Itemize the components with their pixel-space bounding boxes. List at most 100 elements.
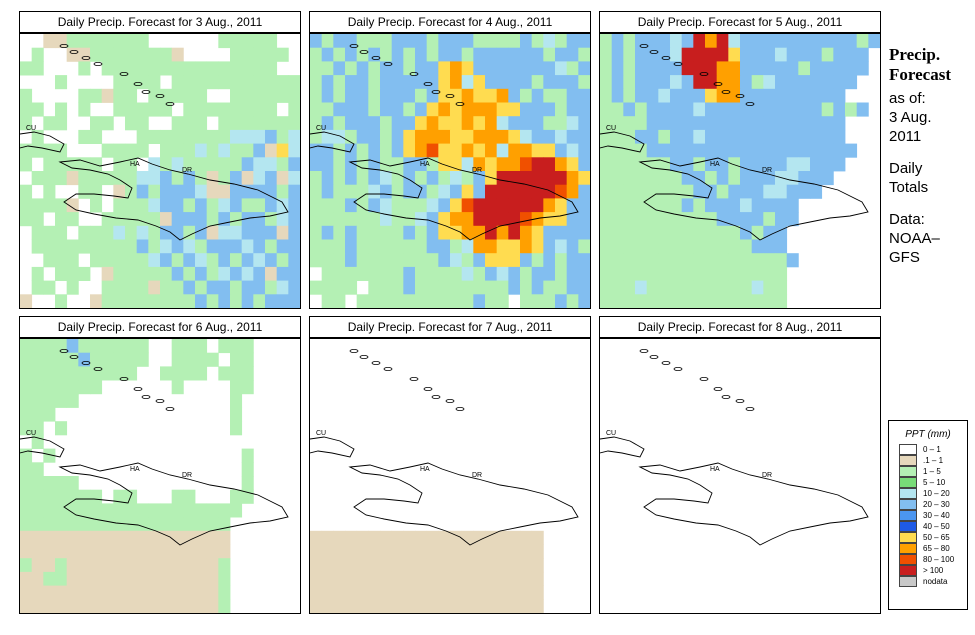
island-outline bbox=[165, 407, 175, 412]
precip-cell bbox=[646, 212, 659, 227]
precip-cell bbox=[20, 599, 33, 613]
precip-cell bbox=[195, 88, 208, 103]
precip-cell bbox=[485, 571, 498, 586]
precip-cell bbox=[716, 143, 729, 158]
precip-cell bbox=[136, 225, 149, 240]
precip-cell bbox=[845, 75, 858, 90]
precip-cell bbox=[43, 225, 56, 240]
precip-cell bbox=[555, 294, 568, 308]
island-outline bbox=[93, 366, 103, 371]
precip-cell bbox=[600, 129, 613, 144]
precip-cell bbox=[426, 143, 439, 158]
precip-cell bbox=[856, 102, 869, 117]
precip-cell bbox=[391, 544, 404, 559]
precip-cell bbox=[810, 143, 823, 158]
precip-cell bbox=[113, 280, 126, 295]
precip-cell bbox=[43, 599, 56, 613]
precip-cell bbox=[55, 544, 68, 559]
legend-item: 40 – 50 bbox=[899, 521, 967, 532]
precip-cell bbox=[66, 517, 79, 532]
precip-cell bbox=[90, 366, 103, 381]
precip-cell bbox=[438, 558, 451, 573]
precip-cell bbox=[195, 544, 208, 559]
precip-cell bbox=[356, 102, 369, 117]
precip-cell bbox=[148, 266, 161, 281]
legend-label: 20 – 30 bbox=[923, 500, 950, 509]
precip-cell bbox=[438, 171, 451, 186]
precip-cell bbox=[740, 143, 753, 158]
precip-cell bbox=[368, 253, 381, 268]
precip-cell bbox=[485, 599, 498, 613]
precip-cell bbox=[101, 571, 114, 586]
precip-cell bbox=[183, 544, 196, 559]
country-label-cuba: CU bbox=[606, 125, 616, 132]
precip-cell bbox=[856, 47, 869, 62]
precip-cell bbox=[635, 239, 648, 254]
precip-cell bbox=[160, 157, 173, 172]
precip-cell bbox=[658, 34, 671, 49]
precip-cell bbox=[600, 116, 613, 131]
precip-cell bbox=[55, 393, 68, 408]
precip-cell bbox=[611, 157, 624, 172]
precip-cell bbox=[658, 116, 671, 131]
precip-cell bbox=[345, 88, 358, 103]
precip-cell bbox=[113, 599, 126, 613]
precip-cell bbox=[485, 61, 498, 76]
precip-cell bbox=[681, 129, 694, 144]
precip-cell bbox=[43, 116, 56, 131]
precip-cell bbox=[321, 116, 334, 131]
precip-cell bbox=[775, 75, 788, 90]
precip-cell bbox=[125, 253, 138, 268]
precip-cell bbox=[125, 571, 138, 586]
precip-cell bbox=[380, 116, 393, 131]
island-outline bbox=[445, 94, 455, 99]
precip-cell bbox=[345, 116, 358, 131]
precip-cell bbox=[461, 157, 474, 172]
precip-cell bbox=[310, 544, 323, 559]
precip-cell bbox=[833, 157, 846, 172]
precip-cell bbox=[20, 198, 33, 213]
precip-cell bbox=[611, 212, 624, 227]
precip-cell bbox=[438, 102, 451, 117]
precip-cell bbox=[55, 558, 68, 573]
precip-cell bbox=[461, 88, 474, 103]
precip-cell bbox=[705, 171, 718, 186]
precip-cell bbox=[566, 116, 579, 131]
precip-cell bbox=[160, 171, 173, 186]
precip-cell bbox=[321, 88, 334, 103]
precip-cell bbox=[368, 198, 381, 213]
precip-cell bbox=[438, 571, 451, 586]
precip-cell bbox=[391, 75, 404, 90]
precip-cell bbox=[43, 558, 56, 573]
panel-title: Daily Precip. Forecast for 4 Aug., 2011 bbox=[309, 11, 591, 33]
precip-cell bbox=[600, 88, 613, 103]
precip-cell bbox=[136, 503, 149, 518]
precip-cell bbox=[485, 102, 498, 117]
precip-cell bbox=[740, 129, 753, 144]
precip-cell bbox=[310, 75, 323, 90]
precip-cell bbox=[543, 171, 556, 186]
precip-cell bbox=[368, 47, 381, 62]
precip-cell bbox=[125, 266, 138, 281]
precip-cell bbox=[368, 225, 381, 240]
precip-cell bbox=[485, 88, 498, 103]
precip-cell bbox=[90, 571, 103, 586]
precip-cell bbox=[775, 171, 788, 186]
precip-cell bbox=[125, 75, 138, 90]
sidebar-data-line1: Data: bbox=[889, 211, 925, 228]
precip-cell bbox=[798, 47, 811, 62]
precip-cell bbox=[555, 116, 568, 131]
precip-cell bbox=[356, 558, 369, 573]
precip-cell bbox=[160, 225, 173, 240]
precip-cell bbox=[183, 280, 196, 295]
precip-cell bbox=[356, 530, 369, 545]
precip-cell bbox=[763, 88, 776, 103]
precip-cell bbox=[543, 198, 556, 213]
island-outline bbox=[431, 395, 441, 400]
precip-cell bbox=[136, 339, 149, 354]
precip-cell bbox=[345, 212, 358, 227]
precip-cell bbox=[78, 558, 91, 573]
precip-cell bbox=[391, 571, 404, 586]
